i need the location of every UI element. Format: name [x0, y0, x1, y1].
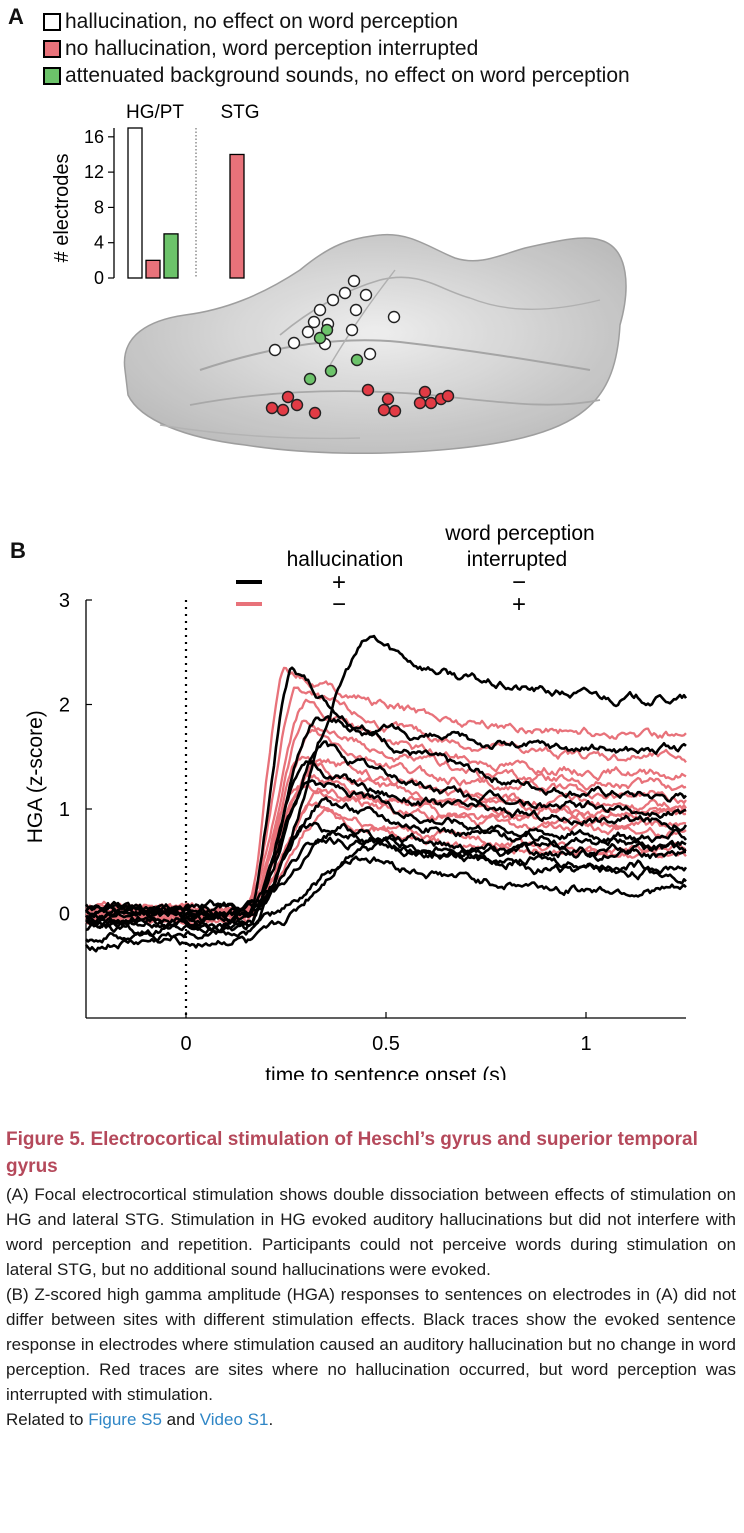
- black-trace: [86, 715, 687, 934]
- panel-a-label: A: [8, 4, 24, 29]
- bar: [163, 233, 179, 279]
- related-suffix: .: [268, 1410, 274, 1429]
- line-y-tick-label: 1: [59, 799, 70, 821]
- line-x-tick-label: 0.5: [372, 1033, 400, 1055]
- brain-surface: [123, 233, 627, 455]
- legend-interrupted-sign: +: [512, 591, 526, 618]
- bar-y-tick-label: 4: [94, 233, 104, 253]
- panel-b-label: B: [10, 538, 26, 563]
- line-y-axis-label: HGA (z-score): [24, 710, 47, 843]
- black-trace: [85, 855, 687, 931]
- panel-a-legend: hallucination, no effect on word percept…: [43, 8, 630, 89]
- legend-hallucination-sign: −: [332, 591, 346, 618]
- line-x-axis-label: time to sentence onset (s): [265, 1064, 507, 1080]
- legend-header-word-perception: word perception: [444, 522, 594, 545]
- caption-paragraph-b: (B) Z-scored high gamma amplitude (HGA) …: [6, 1285, 736, 1404]
- caption-title: Figure 5. Electrocortical stimulation of…: [6, 1129, 698, 1177]
- electrodes-red: [265, 383, 455, 420]
- legend-label: hallucination, no effect on word percept…: [65, 9, 459, 33]
- legend-item-attenuated: attenuated background sounds, no effect …: [43, 62, 630, 89]
- bar-y-tick-label: 0: [94, 268, 104, 288]
- electrodes-white: [268, 274, 401, 361]
- bar-y-axis-label: # electrodes: [51, 154, 73, 263]
- black-trace: [84, 836, 686, 918]
- bar: [127, 127, 143, 279]
- line-y-tick-label: 2: [59, 695, 70, 717]
- line-y-tick-label: 0: [59, 904, 70, 926]
- bar-y-tick-label: 8: [94, 197, 104, 217]
- black-trace: [84, 634, 688, 918]
- red-swatch-icon: [43, 39, 61, 58]
- related-prefix: Related to: [6, 1410, 89, 1429]
- line-x-tick-label: 1: [580, 1033, 591, 1055]
- legend-item-interrupted: no hallucination, word perception interr…: [43, 35, 630, 62]
- black-trace: [85, 760, 688, 937]
- related-and: and: [161, 1410, 200, 1429]
- bar: [229, 153, 245, 279]
- legend-hallucination-sign: +: [332, 569, 346, 596]
- caption-paragraph-a: (A) Focal electrocortical stimulation sh…: [6, 1185, 736, 1279]
- figure-s5-link[interactable]: Figure S5: [88, 1410, 162, 1429]
- electrodes-green: [303, 323, 364, 386]
- legend-label: attenuated background sounds, no effect …: [65, 63, 630, 87]
- bar: [145, 259, 161, 279]
- bar-group-label: STG: [220, 102, 259, 123]
- bar-y-tick-label: 16: [84, 127, 104, 147]
- line-x-tick-label: 0: [180, 1033, 191, 1055]
- legend-item-hallucination: hallucination, no effect on word percept…: [43, 8, 630, 35]
- line-y-tick-label: 3: [59, 590, 70, 612]
- caption-related: Related to Figure S5 and Video S1.: [6, 1407, 736, 1432]
- legend-header-hallucination: hallucination: [287, 548, 404, 571]
- electrode-count-bar-chart: 0 4 8 12 16 # electrodes HG/PT STG: [51, 102, 260, 288]
- black-trace: [85, 740, 687, 920]
- bar-y-tick-label: 12: [84, 162, 104, 182]
- video-s1-link[interactable]: Video S1: [199, 1410, 269, 1429]
- white-swatch-icon: [43, 12, 61, 31]
- legend-label: no hallucination, word perception interr…: [65, 36, 479, 60]
- green-swatch-icon: [43, 66, 61, 85]
- brain-rendering: [123, 233, 627, 455]
- figure-caption: Figure 5. Electrocortical stimulation of…: [6, 1126, 736, 1432]
- legend-interrupted-sign: −: [512, 569, 526, 596]
- legend-header-interrupted: interrupted: [467, 548, 567, 571]
- bar-group-label: HG/PT: [126, 102, 184, 123]
- hga-line-chart: 0 1 2 3 0 0.5 1 time to sentence onset (s) HGA (…: [24, 522, 688, 1080]
